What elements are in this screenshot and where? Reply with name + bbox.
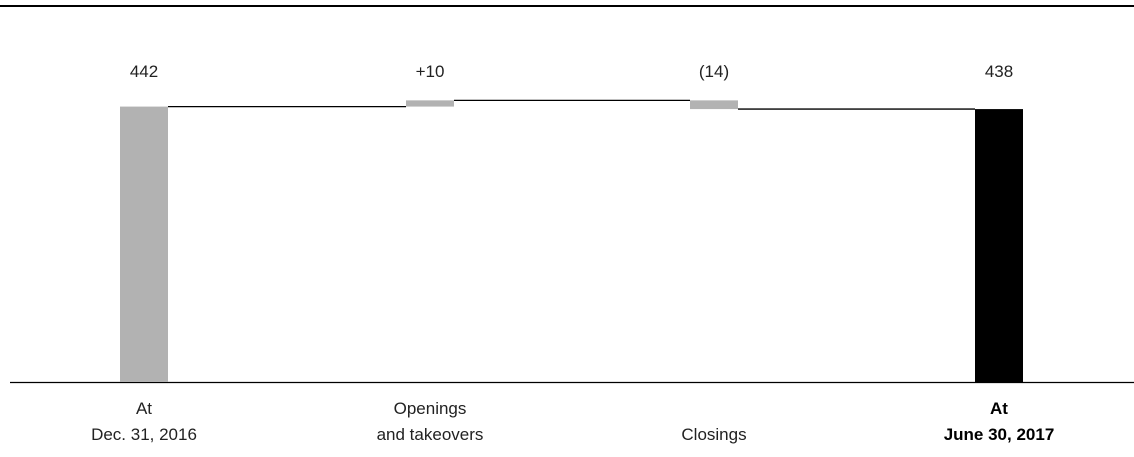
bars-group <box>120 100 1023 383</box>
value-labels-group: 442 +10 (14) 438 <box>130 62 1013 81</box>
category-label-2-line-1: Closings <box>681 425 746 444</box>
category-label-1-line-0: Openings <box>394 399 467 418</box>
bar-1 <box>406 100 454 107</box>
value-label-2: (14) <box>699 62 729 81</box>
category-label-3-line-1: June 30, 2017 <box>944 425 1055 444</box>
category-label-0-line-0: At <box>136 399 152 418</box>
category-label-1-line-1: and takeovers <box>377 425 484 444</box>
value-label-3: 438 <box>985 62 1013 81</box>
value-label-0: 442 <box>130 62 158 81</box>
value-label-1: +10 <box>416 62 445 81</box>
category-label-0-line-1: Dec. 31, 2016 <box>91 425 197 444</box>
bar-0 <box>120 106 168 383</box>
bar-3 <box>975 109 1023 382</box>
connector-lines <box>168 99 975 110</box>
bar-2 <box>690 100 738 110</box>
category-label-3-line-0: At <box>990 399 1008 418</box>
category-labels-group: At Dec. 31, 2016 Openings and takeovers Clos… <box>91 399 1054 444</box>
